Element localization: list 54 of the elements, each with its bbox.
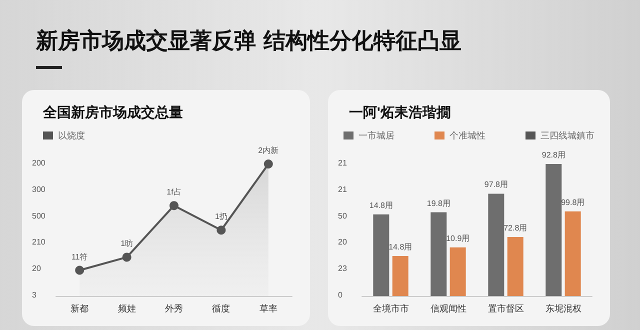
text: 0 [338, 290, 343, 300]
bar [488, 194, 504, 296]
bar [450, 247, 466, 296]
x-tick-label: 置市督区 [488, 304, 524, 314]
bar [507, 236, 524, 296]
legend-label: 一市城居 [358, 130, 394, 140]
annotation: 10.9用 [446, 234, 470, 243]
chart-title: 一阿'炻耒浩瑎撊 [349, 104, 450, 120]
x-tick-label: 东坭混权 [545, 304, 582, 314]
text: 20 [32, 264, 42, 274]
text: 200 [32, 158, 46, 168]
text: 20 [338, 238, 348, 247]
x-tick-label: 循度 [212, 304, 230, 314]
point [122, 252, 132, 262]
annotation: 14.8用 [369, 200, 393, 210]
point [264, 160, 273, 168]
bar [546, 164, 562, 296]
x-tick-label: 全境市市 [372, 304, 409, 314]
x-tick-label: 草率 [259, 304, 278, 314]
x-tick-label: 频娃 [118, 304, 136, 314]
text: 3 [32, 290, 37, 300]
bar [373, 214, 390, 296]
annotation: 1扔 [214, 212, 228, 222]
text: 21 [338, 158, 348, 168]
annotation: 1f占 [166, 188, 182, 197]
point [216, 226, 226, 235]
annotation: 72.8用 [504, 223, 528, 232]
annotation: 2内新 [258, 146, 279, 155]
text: 500 [32, 211, 46, 220]
annotation: 97.8用 [484, 180, 508, 190]
annotation: 92.8用 [542, 150, 566, 160]
text: 21 [338, 184, 348, 194]
legend-label: 以烧度 [58, 130, 85, 140]
x-tick-label: 新都 [70, 304, 89, 314]
x-tick-label: 信观闻性 [430, 304, 466, 314]
text: 23 [338, 264, 348, 274]
bar [392, 256, 408, 296]
x-tick-label: 外秀 [165, 304, 183, 314]
point [170, 201, 178, 210]
annotation: 14.8用 [388, 242, 412, 252]
annotation: 19.8用 [426, 198, 450, 208]
bar [430, 212, 447, 296]
annotation: 99.8用 [561, 198, 585, 207]
chart-title: 新房市场成交显著反弹 结构性分化特征凸显 [36, 28, 462, 56]
chart-subtitle: 全国新房市场成交总量 [42, 104, 183, 120]
text: 300 [32, 184, 46, 194]
bar [564, 211, 581, 296]
annotation: 11符 [71, 252, 88, 262]
text: 210 [32, 238, 46, 247]
legend-label: 三四线城鎮市 [540, 130, 594, 140]
text: 50 [338, 211, 348, 220]
legend-label: 个准城性 [450, 130, 486, 140]
point [75, 266, 84, 275]
annotation: 1昉 [120, 239, 134, 248]
